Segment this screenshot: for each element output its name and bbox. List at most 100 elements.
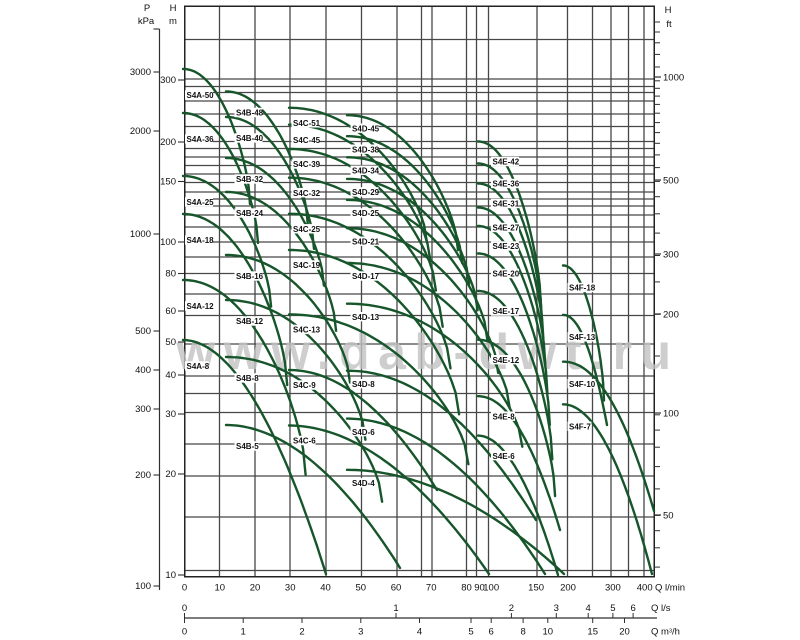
svg-text:0: 0 [182, 627, 187, 638]
svg-text:S4E-36: S4E-36 [493, 180, 520, 189]
svg-text:S4C-51: S4C-51 [293, 119, 321, 128]
svg-text:S4B-5: S4B-5 [236, 442, 259, 451]
svg-text:Q m3/h: Q m3/h [651, 627, 680, 638]
svg-text:S4F-18: S4F-18 [569, 284, 596, 293]
svg-text:www.dab-dwt.ru: www.dab-dwt.ru [175, 324, 679, 380]
svg-text:S4D-6: S4D-6 [352, 428, 375, 437]
svg-text:150: 150 [160, 177, 176, 188]
svg-text:80: 80 [461, 583, 472, 594]
svg-text:1000: 1000 [663, 73, 684, 84]
svg-text:S4F-7: S4F-7 [569, 423, 591, 432]
svg-text:kPa: kPa [138, 16, 155, 27]
svg-text:H: H [170, 3, 177, 14]
svg-text:3: 3 [554, 603, 559, 614]
svg-text:S4F-13: S4F-13 [569, 333, 596, 342]
svg-text:S4C-32: S4C-32 [293, 189, 321, 198]
svg-text:500: 500 [663, 176, 679, 187]
svg-text:S4D-13: S4D-13 [352, 313, 380, 322]
svg-text:200: 200 [560, 583, 576, 594]
svg-text:S4B-12: S4B-12 [236, 317, 264, 326]
svg-text:S4C-19: S4C-19 [293, 261, 321, 270]
svg-text:S4D-4: S4D-4 [352, 479, 375, 488]
svg-text:40: 40 [165, 370, 176, 381]
svg-text:S4A-25: S4A-25 [187, 198, 215, 207]
svg-text:S4B-24: S4B-24 [236, 209, 264, 218]
svg-text:S4D-21: S4D-21 [352, 237, 380, 246]
svg-text:90: 90 [474, 583, 485, 594]
svg-text:4: 4 [417, 627, 422, 638]
svg-text:6: 6 [489, 627, 494, 638]
svg-text:60: 60 [391, 583, 402, 594]
svg-text:100: 100 [160, 237, 176, 248]
svg-text:30: 30 [285, 583, 296, 594]
svg-text:S4B-8: S4B-8 [236, 374, 259, 383]
svg-text:2: 2 [509, 603, 514, 614]
svg-text:S4B-48: S4B-48 [236, 109, 264, 118]
svg-text:100: 100 [663, 409, 679, 420]
svg-text:2: 2 [299, 627, 304, 638]
svg-text:10: 10 [543, 627, 554, 638]
svg-text:8: 8 [520, 627, 525, 638]
svg-text:S4E-42: S4E-42 [493, 158, 520, 167]
svg-text:S4E-17: S4E-17 [493, 307, 520, 316]
svg-text:S4D-45: S4D-45 [352, 124, 380, 133]
svg-text:Q l/min: Q l/min [655, 583, 685, 594]
svg-text:S4E-20: S4E-20 [493, 270, 520, 279]
svg-text:S4E-12: S4E-12 [493, 356, 520, 365]
svg-text:0: 0 [182, 583, 187, 594]
svg-text:P: P [144, 3, 150, 14]
svg-text:500: 500 [135, 326, 151, 337]
svg-text:S4E-23: S4E-23 [493, 242, 520, 251]
svg-text:80: 80 [165, 269, 176, 280]
svg-text:S4D-38: S4D-38 [352, 145, 380, 154]
svg-text:m: m [169, 16, 177, 27]
svg-text:400: 400 [135, 365, 151, 376]
svg-text:3000: 3000 [130, 67, 151, 78]
svg-text:15: 15 [587, 627, 598, 638]
svg-text:40: 40 [320, 583, 331, 594]
svg-text:60: 60 [165, 306, 176, 317]
svg-text:300: 300 [605, 583, 621, 594]
svg-text:20: 20 [619, 627, 630, 638]
svg-text:70: 70 [426, 583, 437, 594]
svg-text:200: 200 [663, 310, 679, 321]
svg-text:S4D-17: S4D-17 [352, 272, 380, 281]
svg-text:1000: 1000 [130, 229, 151, 240]
svg-text:6: 6 [630, 603, 635, 614]
svg-text:S4A-50: S4A-50 [187, 91, 215, 100]
svg-text:S4C-13: S4C-13 [293, 326, 321, 335]
svg-text:S4C-39: S4C-39 [293, 160, 321, 169]
svg-text:300: 300 [160, 75, 176, 86]
svg-text:4: 4 [586, 603, 591, 614]
svg-text:10: 10 [215, 583, 226, 594]
svg-text:S4D-34: S4D-34 [352, 167, 380, 176]
svg-text:S4A-18: S4A-18 [187, 236, 215, 245]
svg-text:S4F-10: S4F-10 [569, 380, 596, 389]
svg-text:S4C-25: S4C-25 [293, 225, 321, 234]
svg-text:S4E-27: S4E-27 [493, 224, 520, 233]
svg-text:200: 200 [160, 137, 176, 148]
svg-text:300: 300 [135, 404, 151, 415]
svg-text:S4C-6: S4C-6 [293, 437, 316, 446]
svg-text:50: 50 [356, 583, 367, 594]
svg-text:20: 20 [165, 469, 176, 480]
svg-text:S4C-9: S4C-9 [293, 381, 316, 390]
svg-text:S4D-29: S4D-29 [352, 188, 380, 197]
svg-text:S4B-40: S4B-40 [236, 134, 264, 143]
svg-text:200: 200 [135, 470, 151, 481]
svg-text:3: 3 [358, 627, 363, 638]
svg-text:Q l/s: Q l/s [651, 603, 671, 614]
svg-text:H: H [665, 5, 672, 16]
svg-text:0: 0 [182, 603, 187, 614]
svg-text:S4B-16: S4B-16 [236, 272, 264, 281]
svg-text:30: 30 [165, 409, 176, 420]
svg-text:2000: 2000 [130, 126, 151, 137]
svg-text:S4D-8: S4D-8 [352, 380, 375, 389]
svg-text:50: 50 [165, 337, 176, 348]
svg-text:5: 5 [610, 603, 615, 614]
svg-text:S4B-32: S4B-32 [236, 175, 264, 184]
svg-text:S4A-12: S4A-12 [187, 302, 215, 311]
svg-text:10: 10 [165, 570, 176, 581]
svg-text:S4E-8: S4E-8 [493, 412, 516, 421]
svg-text:1: 1 [241, 627, 246, 638]
